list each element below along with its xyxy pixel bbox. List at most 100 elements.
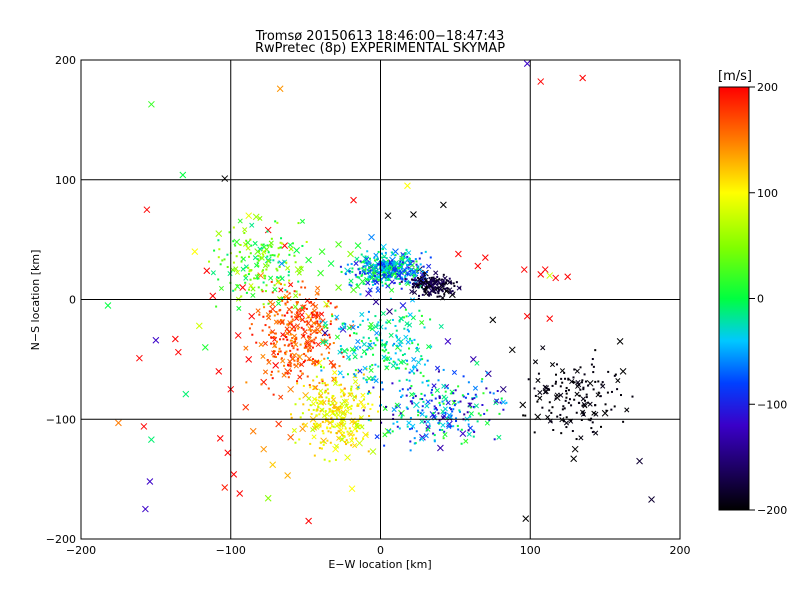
background-point	[369, 419, 372, 422]
background-point	[305, 307, 308, 310]
background-point	[408, 379, 411, 382]
background-point	[417, 297, 420, 300]
background-point	[535, 377, 541, 383]
background-point	[573, 368, 576, 371]
background-point	[381, 339, 384, 342]
background-point	[444, 411, 447, 414]
data-point-x-marker	[523, 60, 531, 67]
background-point	[384, 282, 387, 285]
background-point	[270, 310, 273, 313]
background-point	[378, 271, 381, 274]
background-point	[287, 376, 290, 379]
background-point	[354, 374, 357, 377]
background-point	[468, 402, 471, 405]
background-point	[316, 320, 319, 323]
background-point	[345, 439, 348, 442]
background-point	[375, 276, 378, 279]
background-point	[346, 407, 349, 410]
background-point	[284, 302, 287, 305]
data-point-x-marker	[437, 444, 444, 452]
background-point	[360, 253, 363, 256]
background-point	[359, 260, 362, 263]
background-point	[389, 267, 392, 270]
background-point	[331, 425, 334, 428]
background-point	[257, 254, 260, 257]
background-point	[326, 439, 329, 442]
data-point-x-marker	[369, 448, 377, 455]
background-point	[436, 408, 439, 411]
background-point	[240, 260, 243, 263]
background-point	[591, 431, 594, 434]
background-point	[301, 306, 304, 309]
background-point	[561, 408, 564, 411]
background-point	[400, 280, 403, 283]
background-point	[417, 277, 420, 280]
background-point	[438, 395, 441, 398]
background-point	[330, 416, 333, 419]
background-point	[302, 384, 305, 387]
data-point-x-marker	[299, 425, 306, 433]
background-point	[257, 259, 260, 262]
background-point	[488, 418, 491, 421]
data-point-x-marker	[317, 269, 324, 277]
background-point	[477, 412, 480, 415]
background-point	[272, 287, 278, 293]
data-point-x-marker	[335, 284, 342, 291]
background-point	[431, 394, 434, 397]
background-point	[440, 282, 443, 285]
background-point	[380, 267, 383, 270]
background-point	[272, 350, 275, 353]
background-point	[434, 407, 437, 410]
background-point	[374, 363, 377, 366]
background-point	[297, 327, 300, 330]
background-point	[563, 407, 566, 410]
background-point	[265, 258, 271, 264]
background-point	[473, 430, 476, 433]
background-point	[387, 431, 390, 434]
background-point	[574, 368, 580, 374]
background-point	[319, 311, 325, 317]
background-point	[243, 275, 249, 281]
background-point	[328, 407, 331, 410]
background-point	[417, 411, 420, 414]
background-point	[374, 375, 377, 378]
background-point	[314, 359, 320, 365]
background-point	[375, 287, 381, 294]
background-point	[274, 220, 277, 223]
data-point-x-marker	[215, 230, 223, 237]
background-point	[559, 368, 565, 374]
background-point	[323, 441, 326, 444]
background-point	[430, 345, 433, 348]
background-point	[472, 435, 475, 438]
background-point	[463, 413, 466, 416]
background-point	[239, 244, 242, 247]
background-point	[308, 336, 311, 339]
data-point-x-marker	[195, 322, 203, 330]
background-point	[342, 394, 345, 397]
data-point-x-marker	[257, 272, 265, 279]
background-point	[319, 410, 322, 413]
background-point	[298, 438, 301, 441]
background-point	[419, 268, 422, 271]
background-point	[474, 360, 480, 366]
background-point	[419, 418, 425, 425]
background-point	[438, 401, 441, 404]
background-point	[361, 348, 367, 355]
background-point	[292, 357, 295, 360]
background-point	[267, 302, 270, 305]
background-point	[442, 437, 445, 440]
background-point	[423, 420, 426, 423]
background-point	[350, 407, 353, 410]
background-point	[296, 382, 299, 385]
background-point	[290, 306, 293, 309]
background-point	[386, 262, 389, 265]
background-point	[291, 324, 297, 330]
background-point	[381, 349, 384, 352]
background-point	[398, 267, 401, 270]
background-point	[232, 261, 235, 264]
background-point	[234, 269, 240, 275]
data-point-x-marker	[152, 336, 160, 344]
background-point	[368, 321, 374, 328]
background-point	[320, 338, 326, 344]
background-point	[362, 336, 365, 339]
